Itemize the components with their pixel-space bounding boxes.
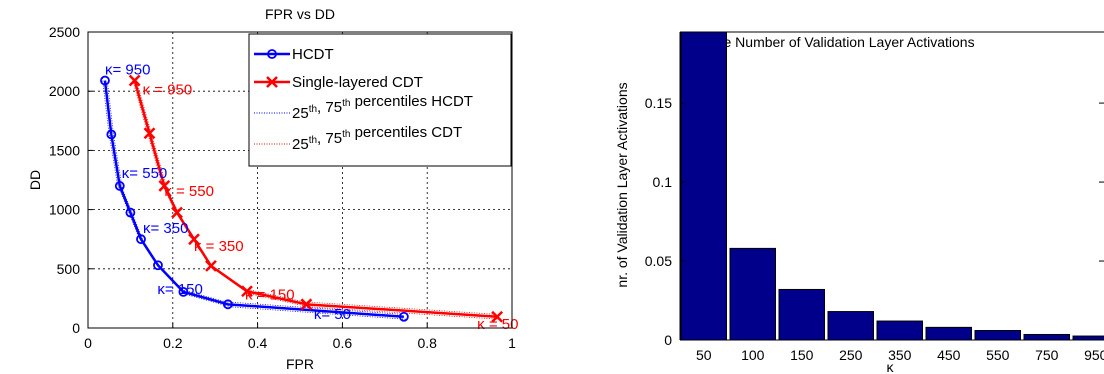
legend-items: HCDT Single-layered CDT 25th, 75th percent… — [254, 46, 473, 153]
x-tick-label: 0 — [84, 335, 92, 351]
data-point — [143, 127, 156, 140]
y-tick-label: 1500 — [49, 142, 80, 158]
kappa-annotation: κ= 950 — [105, 62, 150, 79]
x-tick-label: 550 — [986, 347, 1010, 363]
legend-entry: 25th, 75th percentiles HCDT — [254, 93, 473, 122]
data-point — [114, 181, 125, 191]
kappa-annotation: κ = 550 — [164, 183, 214, 200]
chart-title: FPR vs DD — [265, 6, 335, 22]
y-axis-label: DD — [27, 170, 43, 190]
kappa-annotation: κ = 950 — [143, 82, 193, 99]
plot-frame — [87, 31, 513, 329]
data-point — [158, 180, 171, 192]
kappa-annotation: κ= 350 — [143, 220, 188, 237]
legend-box — [248, 33, 512, 167]
x-tick-label: 0.8 — [417, 335, 437, 351]
x-tick-label: 1 — [508, 335, 516, 351]
bar — [729, 247, 776, 341]
data-point — [300, 298, 313, 311]
legend: HCDT Single-layered CDT 25th, 75th percent… — [248, 33, 512, 167]
data-point — [153, 260, 163, 271]
kappa-annotation: κ= 50 — [314, 306, 351, 323]
y-tick-label: 1000 — [49, 202, 80, 218]
bar — [1023, 333, 1070, 341]
kappa-annotation: κ = 350 — [194, 238, 244, 255]
x-tick-label: 0.2 — [163, 335, 183, 351]
kappa-annotation: κ = 150 — [245, 286, 295, 303]
x-tick-label: 750 — [1035, 347, 1059, 363]
legend-entry: HCDT — [254, 46, 334, 63]
data-point — [178, 286, 189, 297]
y-tick-label: 2500 — [49, 24, 80, 40]
data-point — [241, 285, 253, 298]
data-point — [491, 310, 504, 323]
kappa-annotation: κ= 150 — [157, 281, 202, 298]
bar — [680, 31, 727, 341]
x-axis-label: FPR — [286, 356, 314, 372]
y-tick-label: 0 — [664, 332, 672, 348]
x-tick-labels: 0 0.2 0.4 0.6 0.8 1 — [84, 335, 516, 351]
x-tick-label: 250 — [839, 347, 863, 363]
data-point — [136, 234, 146, 245]
x-axis-label: κ — [887, 359, 895, 374]
y-tick-label: 0 — [72, 320, 80, 336]
y-tick-labels: 0 0.05 0.1 0.15 — [645, 95, 1104, 348]
legend-label: HCDT — [292, 46, 334, 63]
legend-label: 25th, 75th percentiles HCDT — [292, 93, 473, 122]
data-point — [398, 311, 409, 322]
kappa-annotation: κ= 550 — [122, 165, 167, 182]
y-tick-label: 500 — [57, 261, 81, 277]
validation-activations-chart: Average Number of Validation Layer Activ… — [614, 31, 1104, 374]
bar — [778, 288, 825, 341]
data-point — [128, 74, 141, 87]
legend-label: Single-layered CDT — [292, 74, 423, 91]
data-point — [100, 75, 110, 86]
data-point — [223, 299, 233, 310]
series-lines — [100, 74, 504, 323]
data-point — [106, 129, 117, 140]
x-tick-label: 100 — [741, 347, 765, 363]
y-tick-label: 2000 — [49, 83, 80, 99]
legend-label: 25th, 75th percentiles CDT — [292, 124, 462, 153]
x-tick-label: 450 — [937, 347, 961, 363]
x-tick-label: 150 — [790, 347, 814, 363]
data-point — [171, 206, 183, 219]
series-line — [103, 80, 404, 318]
y-tick-label: 0.1 — [653, 174, 673, 190]
x-tick-label: 350 — [888, 347, 912, 363]
x-tick-labels: 50 100 150 250 350 450 550 750 950 — [696, 347, 1104, 363]
chart-title: Average Number of Validation Layer Activ… — [679, 34, 974, 50]
bar — [1072, 335, 1104, 341]
data-point — [188, 233, 200, 246]
bars — [680, 31, 1104, 341]
legend-entry: Single-layered CDT — [254, 74, 423, 91]
bar — [827, 311, 874, 341]
percentile-line — [102, 77, 402, 315]
y-axis-label: nr. of Validation Layer Activations — [614, 82, 630, 287]
data-point — [205, 259, 217, 272]
y-tick-label: 0.05 — [645, 253, 672, 269]
data-point — [125, 207, 136, 218]
x-tick-label: 50 — [696, 347, 712, 363]
bar — [974, 330, 1021, 341]
x-tick-label: 0.4 — [248, 335, 268, 351]
legend-entry: 25th, 75th percentiles CDT — [254, 124, 462, 153]
bar — [876, 320, 923, 341]
kappa-annotation: κ = 50 — [477, 316, 518, 333]
y-tick-label: 0.15 — [645, 95, 672, 111]
bar — [925, 326, 972, 341]
y-tick-labels: 0 500 1000 1500 2000 2500 — [49, 24, 80, 336]
x-tick-label: 0.6 — [333, 335, 353, 351]
percentile-line — [107, 82, 407, 320]
x-tick-label: 950 — [1084, 347, 1104, 363]
